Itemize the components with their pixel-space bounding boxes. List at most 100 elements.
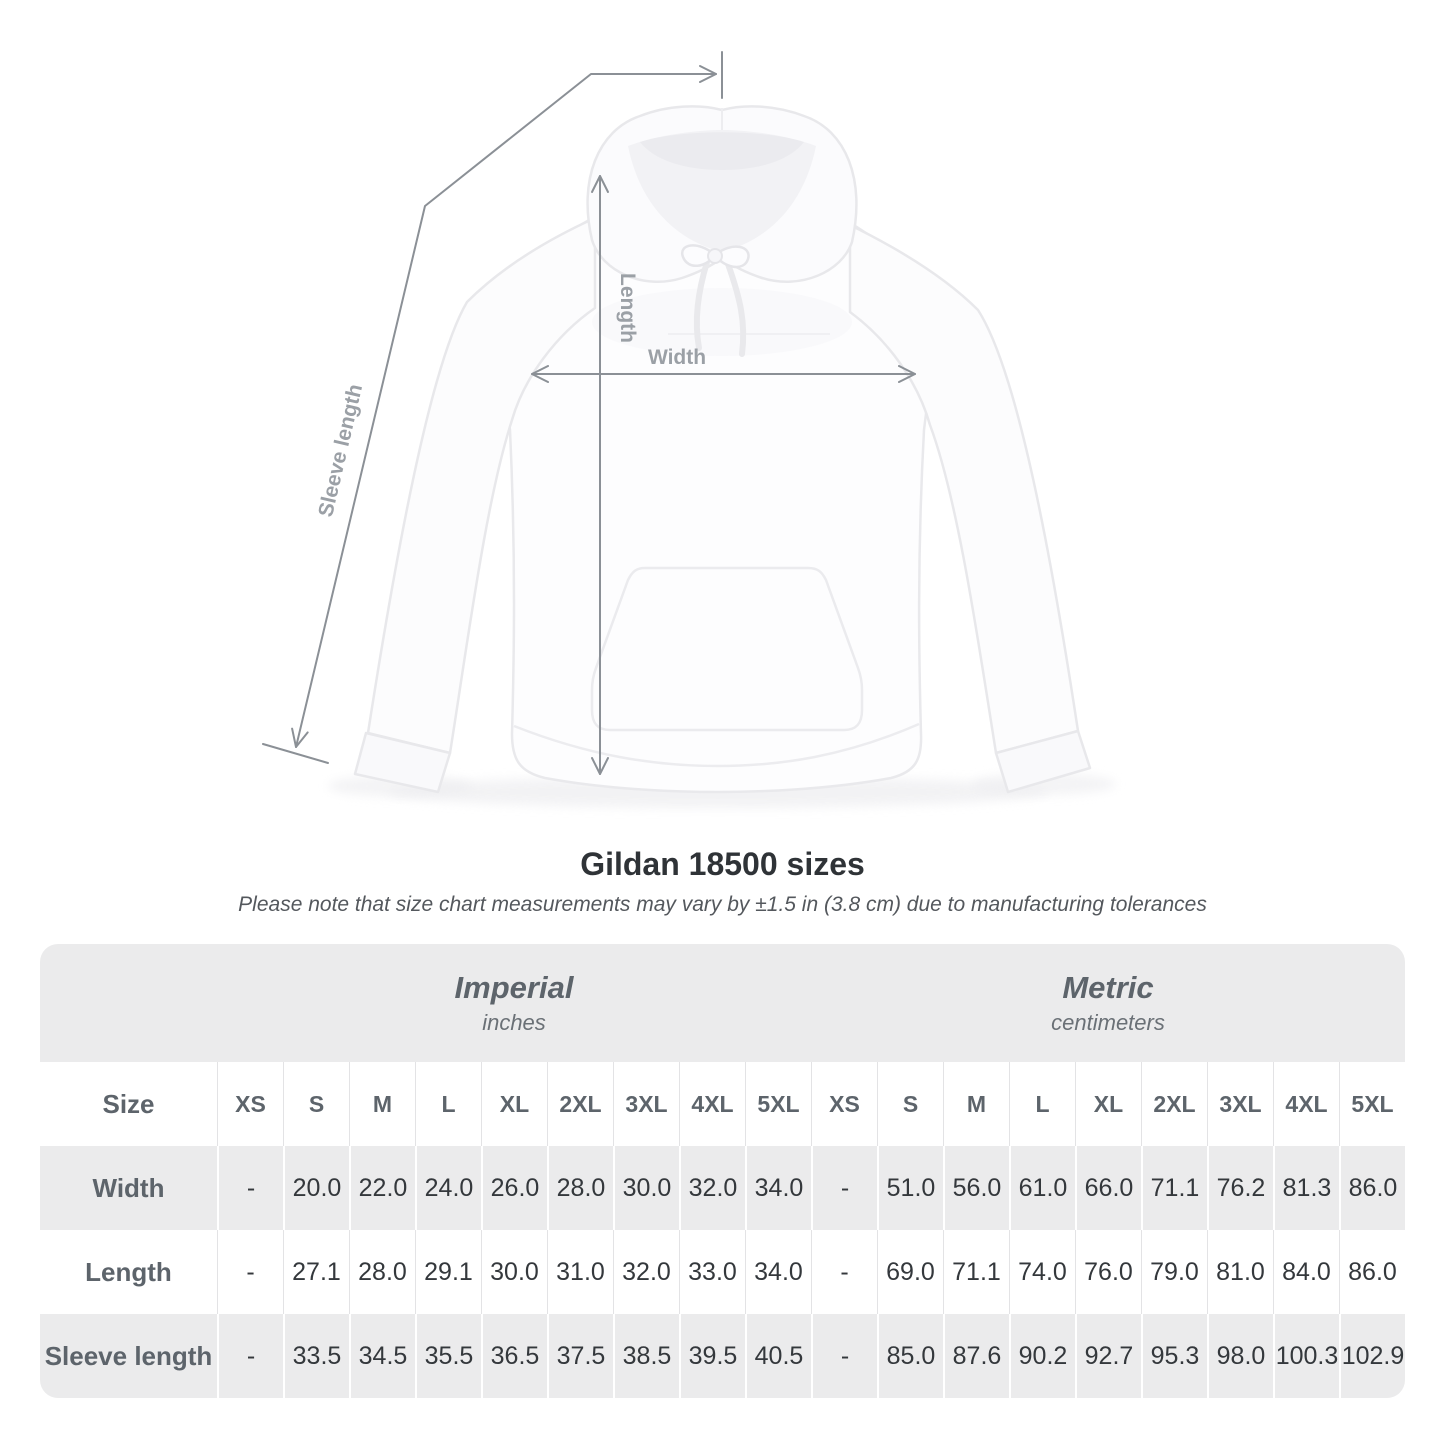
value-cell: 61.0 [1009,1146,1075,1230]
sleeve-length-label: Sleeve length [314,382,367,519]
value-cell: 51.0 [877,1146,943,1230]
value-cell: 76.2 [1207,1146,1273,1230]
hem-seam [513,722,920,768]
col-header: XS [217,1062,283,1146]
value-cell: 37.5 [547,1314,613,1398]
metric-unit: centimeters [1051,1009,1165,1035]
metric-heading: Metric [1062,970,1154,1006]
value-cell: 31.0 [547,1230,613,1314]
value-cell: 98.0 [1207,1314,1273,1398]
value-cell: - [217,1230,283,1314]
value-cell: 34.0 [745,1146,811,1230]
length-label: Length [616,273,639,343]
col-header: S [283,1062,349,1146]
value-cell: 87.6 [943,1314,1009,1398]
value-cell: 36.5 [481,1314,547,1398]
value-cell: 30.0 [481,1230,547,1314]
col-header: M [349,1062,415,1146]
left-cuff [353,731,452,794]
sleeve-arrow-right [699,65,717,83]
value-cell: 92.7 [1075,1314,1141,1398]
value-cell: - [811,1314,877,1398]
measurement-lines [262,51,916,775]
row-label: Width [92,1172,165,1203]
value-cell: 35.5 [415,1314,481,1398]
value-cell: 69.0 [877,1230,943,1314]
value-cell: - [217,1146,283,1230]
col-header: 5XL [1339,1062,1405,1146]
value-cell: 85.0 [877,1314,943,1398]
page-title: Gildan 18500 sizes [580,846,865,882]
col-header: 4XL [679,1062,745,1146]
imperial-heading: Imperial [454,970,574,1006]
chest-shading [592,288,852,356]
value-cell: 86.0 [1339,1230,1405,1314]
right-cuff [994,729,1092,794]
col-header: XS [811,1062,877,1146]
col-header: 4XL [1273,1062,1339,1146]
hood-inner-top-shade [640,132,804,170]
width-arrow-left [531,365,549,383]
value-cell: 86.0 [1339,1146,1405,1230]
col-header: XL [481,1062,547,1146]
value-cell: 76.0 [1075,1230,1141,1314]
row-label: Length [85,1256,172,1287]
sleeve-line [295,73,717,748]
value-cell: 28.0 [349,1230,415,1314]
table-row-length: Length - 27.1 28.0 29.1 30.0 31.0 32.0 3… [40,1230,1405,1314]
value-cell: 30.0 [613,1146,679,1230]
metric-section-header: Metric centimeters [811,944,1405,1062]
value-cell: 27.1 [283,1230,349,1314]
value-cell: 20.0 [283,1146,349,1230]
row-label: Sleeve length [44,1340,213,1371]
value-cell: 95.3 [1141,1314,1207,1398]
tolerance-note: Please note that size chart measurements… [238,893,1207,916]
value-cell: 71.1 [943,1230,1009,1314]
value-cell: 40.5 [745,1314,811,1398]
value-cell: - [811,1230,877,1314]
value-cell: 28.0 [547,1146,613,1230]
value-cell: 33.0 [679,1230,745,1314]
value-cell: 90.2 [1009,1314,1075,1398]
value-cell: 34.5 [349,1314,415,1398]
value-cell: 79.0 [1141,1230,1207,1314]
value-cell: 22.0 [349,1146,415,1230]
length-arrow-bottom [591,757,609,775]
sleeve-bottom-tick [262,743,329,764]
value-cell: 84.0 [1273,1230,1339,1314]
value-cell: 29.1 [415,1230,481,1314]
col-header: 3XL [1207,1062,1273,1146]
value-cell: 81.0 [1207,1230,1273,1314]
value-cell: 24.0 [415,1146,481,1230]
value-cell: 39.5 [679,1314,745,1398]
width-label: Width [648,346,706,369]
value-cell: 32.0 [679,1146,745,1230]
sleeve-arrow-bottom [291,727,309,748]
col-header: 5XL [745,1062,811,1146]
imperial-section-header: Imperial inches [217,944,811,1062]
unit-header-band: Imperial inches Metric centimeters [40,944,1405,1062]
value-cell: 38.5 [613,1314,679,1398]
size-header-cell: Size [102,1088,155,1119]
value-cell: 34.0 [745,1230,811,1314]
value-cell: 100.3 [1273,1314,1339,1398]
col-header: 3XL [613,1062,679,1146]
col-header: 2XL [547,1062,613,1146]
size-table: Imperial inches Metric centimeters Size … [40,944,1405,1398]
table-row-width: Width - 20.0 22.0 24.0 26.0 28.0 30.0 32… [40,1146,1405,1230]
col-header: 2XL [1141,1062,1207,1146]
length-arrow-top [591,175,609,193]
value-cell: 56.0 [943,1146,1009,1230]
width-arrow-right [898,365,916,383]
value-cell: 33.5 [283,1314,349,1398]
value-cell: 66.0 [1075,1146,1141,1230]
hoodie-measurement-diagram: Width Length Sleeve length [262,51,1116,808]
value-cell: 102.9 [1339,1314,1405,1398]
value-cell: 81.3 [1273,1146,1339,1230]
value-cell: 26.0 [481,1146,547,1230]
col-header: XL [1075,1062,1141,1146]
value-cell: - [217,1314,283,1398]
value-cell: 74.0 [1009,1230,1075,1314]
table-row-sleeve-length: Sleeve length - 33.5 34.5 35.5 36.5 37.5… [40,1314,1405,1398]
